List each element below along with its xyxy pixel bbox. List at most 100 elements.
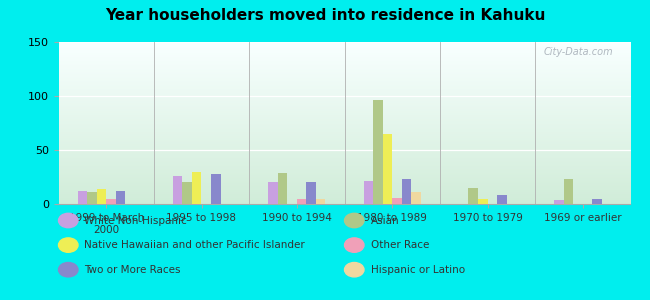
Bar	[58, 71, 630, 72]
Bar	[58, 118, 630, 119]
Bar	[564, 179, 573, 204]
Bar	[58, 164, 630, 165]
Bar	[58, 202, 630, 203]
Bar	[268, 182, 278, 204]
Bar	[58, 192, 630, 193]
Bar	[58, 152, 630, 153]
Bar	[58, 172, 630, 173]
Bar	[58, 197, 630, 198]
Bar	[58, 157, 630, 158]
Text: Year householders moved into residence in Kahuku: Year householders moved into residence i…	[105, 8, 545, 22]
Bar	[58, 161, 630, 162]
Bar	[58, 174, 630, 175]
Bar	[58, 124, 630, 125]
Bar	[58, 153, 630, 154]
Bar	[58, 132, 630, 133]
Bar	[58, 82, 630, 83]
Bar	[58, 145, 630, 146]
Text: City-Data.com: City-Data.com	[543, 47, 614, 57]
Bar	[58, 119, 630, 120]
Bar	[58, 147, 630, 148]
Bar	[58, 158, 630, 159]
Bar	[58, 181, 630, 182]
Bar	[373, 100, 383, 204]
Bar	[58, 99, 630, 100]
Bar	[58, 48, 630, 49]
Bar	[58, 163, 630, 164]
Bar	[58, 159, 630, 160]
Bar	[58, 72, 630, 73]
Bar	[58, 156, 630, 157]
Bar	[58, 58, 630, 59]
Bar	[58, 160, 630, 161]
Bar	[58, 125, 630, 126]
Bar	[58, 136, 630, 137]
Bar	[58, 115, 630, 116]
Bar	[58, 188, 630, 189]
Bar	[58, 78, 630, 79]
Bar	[58, 98, 630, 99]
Bar	[592, 199, 602, 204]
Bar	[58, 130, 630, 131]
Bar	[58, 59, 630, 60]
Bar	[58, 56, 630, 57]
Bar	[58, 166, 630, 167]
Text: Native Hawaiian and other Pacific Islander: Native Hawaiian and other Pacific Island…	[84, 240, 306, 250]
Bar	[402, 179, 411, 204]
Bar	[58, 177, 630, 178]
Bar	[58, 162, 630, 163]
Bar	[58, 155, 630, 156]
Bar	[58, 127, 630, 128]
Bar	[58, 83, 630, 84]
Bar	[58, 191, 630, 192]
Bar	[58, 90, 630, 91]
Bar	[58, 65, 630, 66]
Bar	[58, 82, 630, 83]
Bar	[58, 198, 630, 199]
Bar	[58, 195, 630, 196]
Bar	[58, 203, 630, 204]
Bar	[58, 45, 630, 46]
Bar	[58, 126, 630, 127]
Bar	[58, 134, 630, 135]
Bar	[58, 69, 630, 70]
Bar	[58, 54, 630, 55]
Bar	[58, 53, 630, 54]
Bar	[211, 174, 220, 204]
Bar	[58, 113, 630, 114]
Bar	[58, 201, 630, 202]
Bar	[58, 51, 630, 52]
Bar	[58, 199, 630, 200]
Bar	[58, 97, 630, 98]
Bar	[58, 182, 630, 183]
Bar	[183, 182, 192, 204]
Bar	[97, 189, 106, 204]
Bar	[58, 137, 630, 138]
Bar	[58, 85, 630, 86]
Bar	[58, 103, 630, 104]
Text: Two or More Races: Two or More Races	[84, 265, 181, 275]
Bar	[58, 102, 630, 103]
Bar	[58, 110, 630, 111]
Bar	[58, 140, 630, 141]
Bar	[58, 173, 630, 174]
Bar	[58, 77, 630, 78]
Bar	[58, 120, 630, 121]
Bar	[58, 169, 630, 170]
Bar	[306, 182, 316, 204]
Bar	[58, 141, 630, 142]
Bar	[58, 52, 630, 53]
Bar	[58, 171, 630, 172]
Bar	[497, 195, 506, 204]
Text: Hispanic or Latino: Hispanic or Latino	[370, 265, 465, 275]
Bar	[554, 200, 564, 204]
Bar	[58, 167, 630, 168]
Bar	[58, 128, 630, 129]
Bar	[58, 66, 630, 67]
Bar	[58, 190, 630, 191]
Bar	[58, 75, 630, 76]
Bar	[58, 133, 630, 134]
Bar	[58, 200, 630, 201]
Bar	[58, 178, 630, 179]
Text: Asian: Asian	[370, 215, 399, 226]
